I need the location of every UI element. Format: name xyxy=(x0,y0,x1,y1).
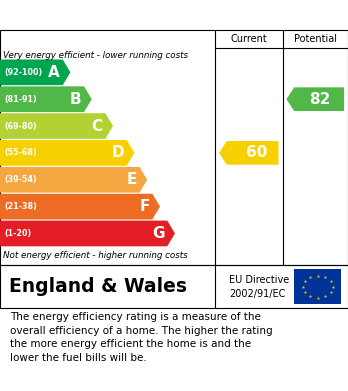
Text: 2002/91/EC: 2002/91/EC xyxy=(229,289,285,300)
Text: (55-68): (55-68) xyxy=(4,149,37,158)
Text: (1-20): (1-20) xyxy=(4,229,31,238)
Text: C: C xyxy=(92,118,103,134)
Text: Very energy efficient - lower running costs: Very energy efficient - lower running co… xyxy=(3,51,189,60)
Text: (92-100): (92-100) xyxy=(4,68,42,77)
Polygon shape xyxy=(0,221,175,246)
Polygon shape xyxy=(0,59,70,85)
Text: England & Wales: England & Wales xyxy=(9,277,187,296)
Text: A: A xyxy=(48,65,60,80)
Text: (69-80): (69-80) xyxy=(4,122,37,131)
Text: (21-38): (21-38) xyxy=(4,202,37,211)
Text: G: G xyxy=(152,226,165,241)
Polygon shape xyxy=(219,141,278,165)
Polygon shape xyxy=(0,113,113,139)
Polygon shape xyxy=(0,167,147,193)
Text: Not energy efficient - higher running costs: Not energy efficient - higher running co… xyxy=(3,251,188,260)
Text: EU Directive: EU Directive xyxy=(229,275,289,285)
Text: Potential: Potential xyxy=(294,34,337,44)
Text: Current: Current xyxy=(230,34,267,44)
Text: (81-91): (81-91) xyxy=(4,95,37,104)
Text: 60: 60 xyxy=(246,145,267,160)
Text: 82: 82 xyxy=(309,91,330,107)
Polygon shape xyxy=(286,87,344,111)
Bar xyxy=(294,269,341,304)
Polygon shape xyxy=(0,140,134,166)
Text: The energy efficiency rating is a measure of the
overall efficiency of a home. T: The energy efficiency rating is a measur… xyxy=(10,312,273,363)
Text: B: B xyxy=(70,91,81,107)
Text: Energy Efficiency Rating: Energy Efficiency Rating xyxy=(10,7,239,25)
Text: (39-54): (39-54) xyxy=(4,175,37,184)
Polygon shape xyxy=(0,86,92,112)
Text: E: E xyxy=(126,172,137,187)
Text: F: F xyxy=(139,199,150,214)
Polygon shape xyxy=(0,194,160,219)
Text: D: D xyxy=(111,145,124,160)
